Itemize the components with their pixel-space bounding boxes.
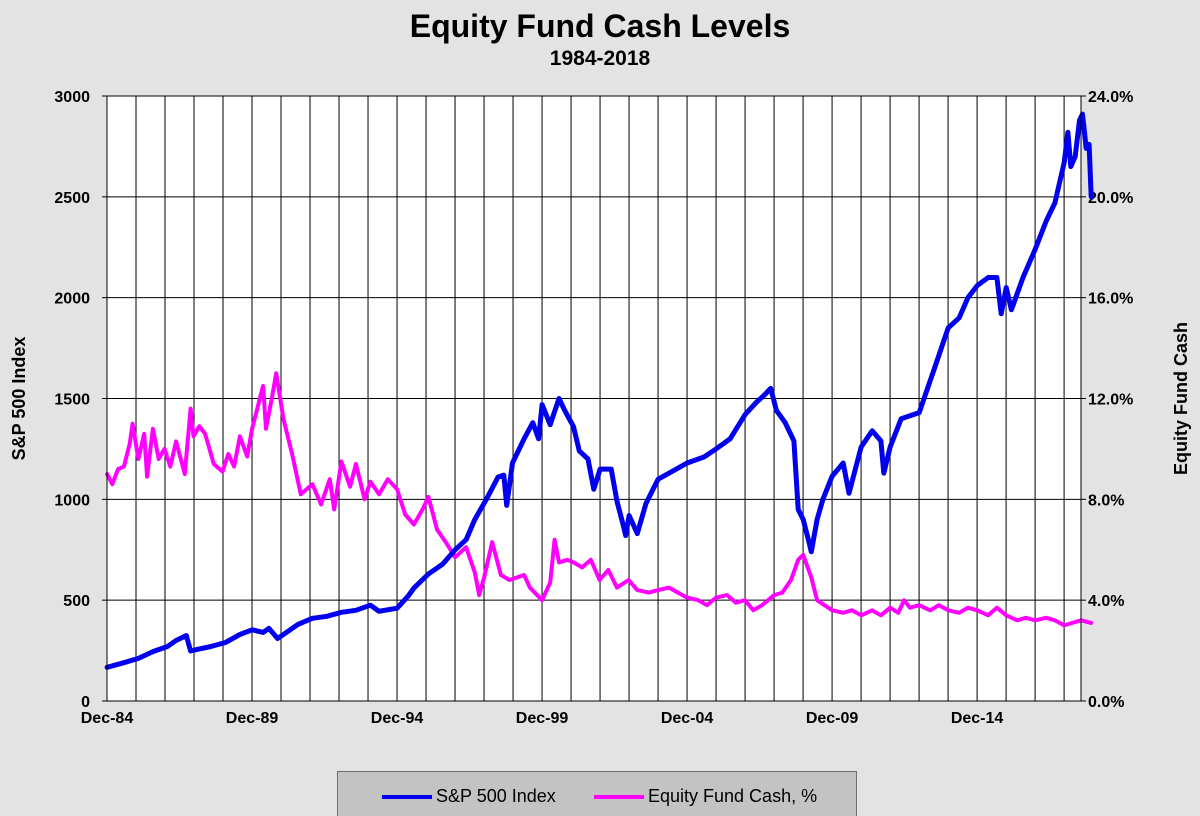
sp500-line — [104, 111, 1094, 670]
legend-swatch-cash — [594, 794, 644, 799]
x-tick-label: Dec-94 — [371, 710, 424, 727]
cash-line — [105, 371, 1094, 628]
y2-tick-label: 12.0% — [1088, 392, 1133, 409]
x-tick-label: Dec-89 — [226, 710, 279, 727]
y2-tick-label: 24.0% — [1088, 89, 1133, 106]
y-axis-title: S&P 500 Index — [9, 337, 29, 461]
y2-tick-label: 8.0% — [1088, 492, 1124, 509]
legend-label-sp500: S&P 500 Index — [436, 786, 556, 806]
y2-tick-label: 0.0% — [1088, 694, 1124, 711]
y-tick-label: 1000 — [54, 492, 90, 509]
legend-swatch-sp500 — [382, 794, 432, 799]
y-tick-label: 0 — [81, 694, 90, 711]
y-tick-label: 1500 — [54, 392, 90, 409]
chart-title: Equity Fund Cash Levels — [409, 8, 791, 44]
x-tick-label: Dec-09 — [806, 710, 859, 727]
legend-item-cash: Equity Fund Cash, % — [594, 786, 817, 807]
x-tick-label: Dec-14 — [951, 710, 1004, 727]
y2-tick-label: 16.0% — [1088, 291, 1133, 308]
legend-label-cash: Equity Fund Cash, % — [648, 786, 818, 806]
y2-axis-title: Equity Fund Cash — [1171, 322, 1191, 475]
legend-item-sp500: S&P 500 Index — [382, 786, 556, 807]
y2-tick-label: 4.0% — [1088, 593, 1124, 610]
y-tick-label: 2000 — [54, 291, 90, 308]
plot-border — [106, 95, 1082, 702]
y-tick-label: 2500 — [54, 190, 90, 207]
y2-tick-label: 20.0% — [1088, 190, 1133, 207]
x-tick-label: Dec-84 — [81, 710, 134, 727]
y-tick-label: 3000 — [54, 89, 90, 106]
chart-legend: S&P 500 Index Equity Fund Cash, % — [337, 771, 857, 816]
x-tick-label: Dec-99 — [516, 710, 569, 727]
x-tick-label: Dec-04 — [661, 710, 714, 727]
y-tick-label: 500 — [63, 593, 90, 610]
chart-subtitle: 1984-2018 — [549, 47, 651, 70]
